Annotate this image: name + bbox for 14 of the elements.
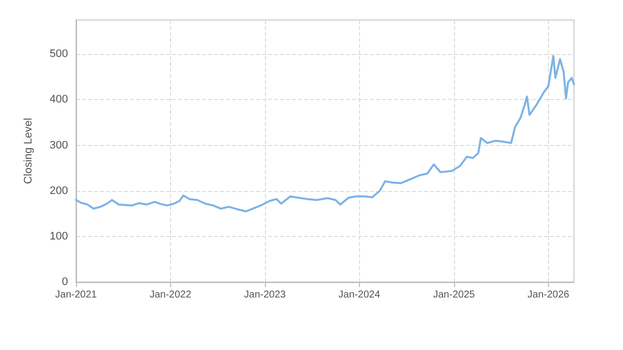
y-tick-label: 300 (50, 139, 68, 152)
y-tick-label: 400 (50, 94, 68, 106)
y-tick-label: 500 (50, 48, 68, 60)
line-series (75, 54, 575, 212)
y-tick-label: 100 (50, 230, 68, 242)
x-tick-label: Jan-2021 (55, 290, 98, 300)
x-tick-label: Jan-2023 (244, 290, 286, 300)
y-tick-label: 0 (62, 276, 68, 288)
y-axis-title: Closing Level (22, 118, 34, 184)
x-tick-label: Jan-2025 (433, 290, 476, 300)
x-tick-label: Jan-2024 (338, 290, 381, 300)
x-tick-label: Jan-2026 (528, 290, 570, 300)
y-tick-label: 200 (50, 184, 68, 197)
x-tick-label: Jan-2022 (150, 290, 192, 300)
